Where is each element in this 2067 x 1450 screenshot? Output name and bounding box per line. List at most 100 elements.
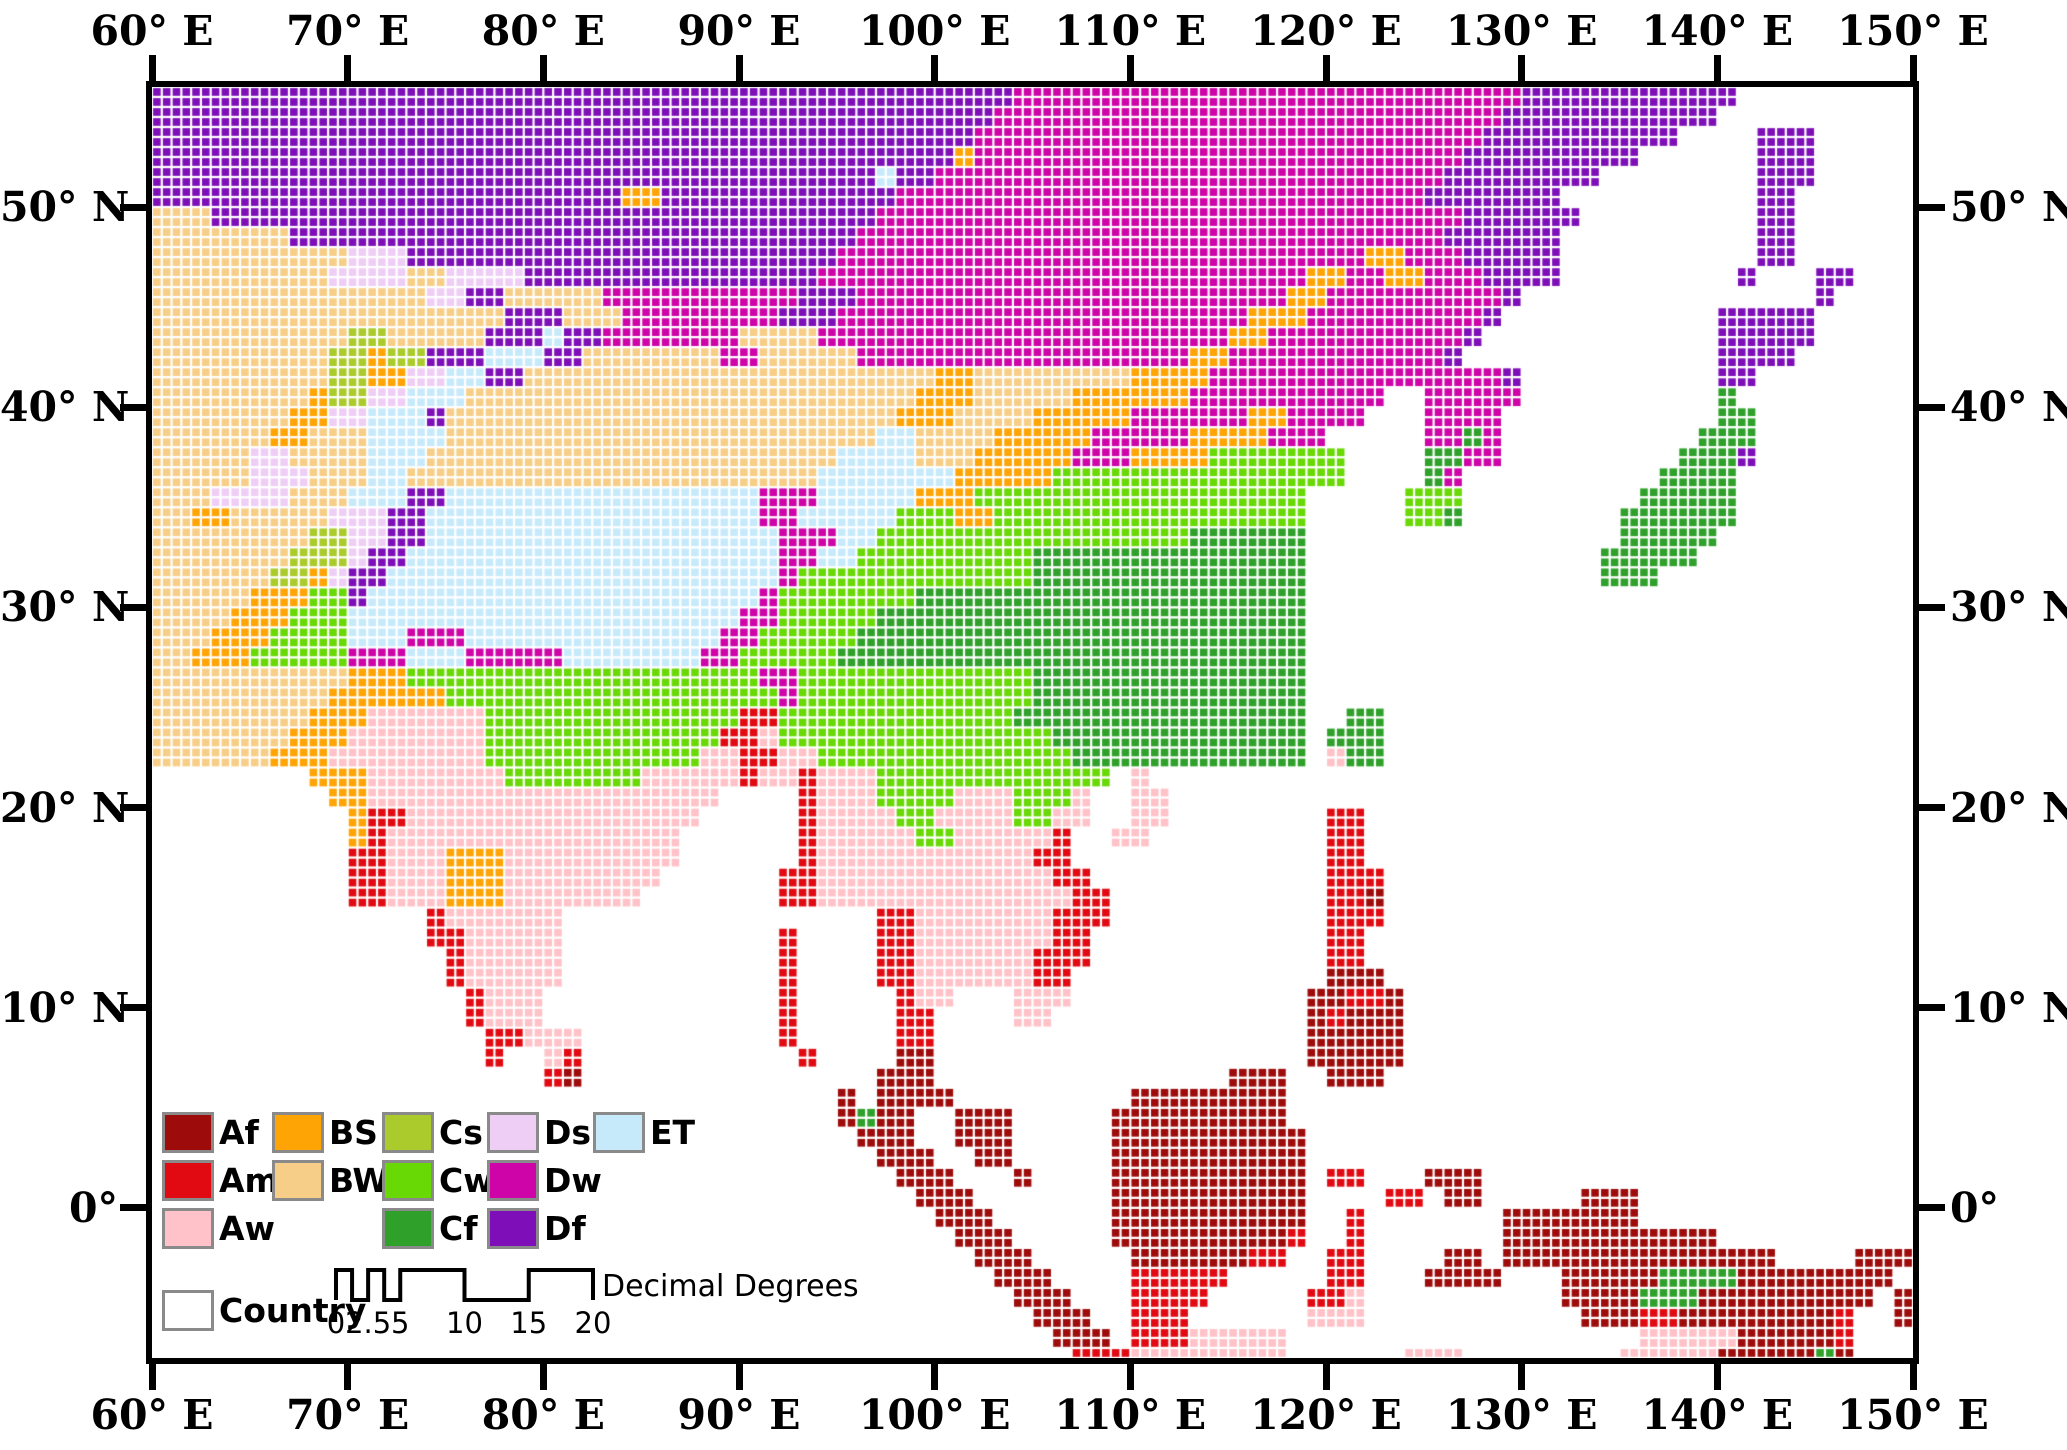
- lon-label-top: 150° E: [1837, 7, 1989, 55]
- legend-label-BS: BS: [329, 1113, 378, 1152]
- lon-label-bottom: 90° E: [677, 1391, 801, 1439]
- axis-tick: [1322, 1364, 1330, 1390]
- lon-label-bottom: 120° E: [1250, 1391, 1402, 1439]
- scalebar-tick-label: 2.5: [345, 1306, 392, 1340]
- scalebar-tick-label: 0: [326, 1306, 346, 1340]
- lon-label-bottom: 110° E: [1054, 1391, 1207, 1439]
- lon-label-top: 90° E: [677, 7, 801, 55]
- scalebar-title: Decimal Degrees: [602, 1269, 859, 1304]
- axis-tick: [735, 55, 743, 81]
- axis-tick: [1919, 804, 1945, 812]
- axis-tick: [1919, 1004, 1945, 1012]
- axis-tick: [120, 603, 146, 611]
- lat-label-right: 40° N: [1950, 383, 2067, 432]
- legend-swatch-BW: [272, 1160, 324, 1201]
- lat-label-left: 50° N: [0, 183, 130, 232]
- legend-label-Aw: Aw: [219, 1209, 276, 1248]
- axis-tick: [148, 1364, 156, 1390]
- axis-tick: [120, 203, 146, 211]
- axis-tick: [735, 1364, 743, 1390]
- lat-label-left: 40° N: [0, 383, 130, 432]
- legend-swatch-Cw: [382, 1160, 434, 1201]
- legend-swatch-country: [162, 1290, 214, 1331]
- lat-label-right: 10° N: [1950, 983, 2067, 1032]
- lat-label-left: 0°: [68, 1183, 118, 1232]
- legend-label-BW: BW: [329, 1161, 389, 1200]
- lat-label-left: 20° N: [0, 783, 130, 832]
- scalebar-tick-label: 15: [510, 1306, 548, 1340]
- axis-tick: [539, 55, 547, 81]
- axis-tick: [1322, 55, 1330, 81]
- axis-tick: [1919, 203, 1945, 211]
- legend-swatch-Aw: [162, 1208, 214, 1249]
- lat-label-left: 10° N: [0, 983, 130, 1032]
- lon-label-top: 130° E: [1445, 7, 1598, 55]
- legend-label-Ds: Ds: [544, 1113, 592, 1152]
- lon-label-bottom: 80° E: [481, 1391, 605, 1439]
- lon-label-top: 140° E: [1641, 7, 1794, 55]
- axis-tick: [1713, 1364, 1721, 1390]
- scalebar-outline: [334, 1268, 595, 1302]
- axis-tick: [1919, 603, 1945, 611]
- axis-tick: [344, 1364, 352, 1390]
- lat-label-right: 0°: [1950, 1183, 2000, 1232]
- legend-swatch-Cs: [382, 1112, 434, 1153]
- axis-tick: [1518, 55, 1526, 81]
- lon-label-top: 70° E: [286, 7, 410, 55]
- legend-label-Cs: Cs: [439, 1113, 483, 1152]
- legend-swatch-ET: [593, 1112, 645, 1153]
- axis-tick: [1909, 55, 1917, 81]
- lat-label-right: 50° N: [1950, 183, 2067, 232]
- axis-tick: [931, 1364, 939, 1390]
- legend-label-Am: Am: [219, 1161, 279, 1200]
- axis-tick: [931, 55, 939, 81]
- axis-tick: [344, 55, 352, 81]
- scalebar-tick-label: 10: [446, 1306, 483, 1340]
- lon-label-bottom: 100° E: [858, 1391, 1011, 1439]
- legend-swatch-Dw: [487, 1160, 539, 1201]
- lat-label-right: 30° N: [1950, 583, 2067, 632]
- lat-label-left: 30° N: [0, 583, 130, 632]
- axis-tick: [1126, 55, 1134, 81]
- legend-swatch-Cf: [382, 1208, 434, 1249]
- axis-tick: [1919, 403, 1945, 411]
- legend-swatch-Df: [487, 1208, 539, 1249]
- lon-label-bottom: 150° E: [1837, 1391, 1989, 1439]
- axis-tick: [539, 1364, 547, 1390]
- legend-label-Af: Af: [219, 1113, 259, 1152]
- legend-swatch-BS: [272, 1112, 324, 1153]
- axis-tick: [120, 804, 146, 812]
- legend-swatch-Af: [162, 1112, 214, 1153]
- lon-label-top: 120° E: [1250, 7, 1402, 55]
- axis-tick: [1713, 55, 1721, 81]
- legend-label-Cf: Cf: [439, 1209, 478, 1248]
- lon-label-bottom: 60° E: [90, 1391, 214, 1439]
- lon-label-top: 60° E: [90, 7, 214, 55]
- lon-label-bottom: 140° E: [1641, 1391, 1794, 1439]
- legend-label-Df: Df: [544, 1209, 586, 1248]
- legend-swatch-Am: [162, 1160, 214, 1201]
- scalebar-tick-label: 20: [574, 1306, 612, 1340]
- legend-swatch-Ds: [487, 1112, 539, 1153]
- scalebar-tick-label: 5: [391, 1306, 410, 1340]
- axis-tick: [120, 1204, 146, 1212]
- lon-label-top: 80° E: [481, 7, 605, 55]
- legend-label-Cw: Cw: [439, 1161, 494, 1200]
- lon-label-bottom: 130° E: [1445, 1391, 1598, 1439]
- legend-label-Dw: Dw: [544, 1161, 602, 1200]
- axis-tick: [148, 55, 156, 81]
- axis-tick: [1919, 1204, 1945, 1212]
- axis-tick: [120, 1004, 146, 1012]
- axis-tick: [1518, 1364, 1526, 1390]
- lon-label-top: 100° E: [858, 7, 1011, 55]
- lat-label-right: 20° N: [1950, 783, 2067, 832]
- legend-label-country: Country: [219, 1291, 367, 1330]
- lon-label-bottom: 70° E: [286, 1391, 410, 1439]
- axis-tick: [1909, 1364, 1917, 1390]
- axis-tick: [1126, 1364, 1134, 1390]
- map-canvas: [152, 87, 1913, 1358]
- map-frame: Af Am Aw BS BW Cs Cw Cf Ds Dw Df ET Country 0 2.5 5 10 1…: [146, 81, 1919, 1364]
- legend-label-ET: ET: [650, 1113, 696, 1152]
- lon-label-top: 110° E: [1054, 7, 1207, 55]
